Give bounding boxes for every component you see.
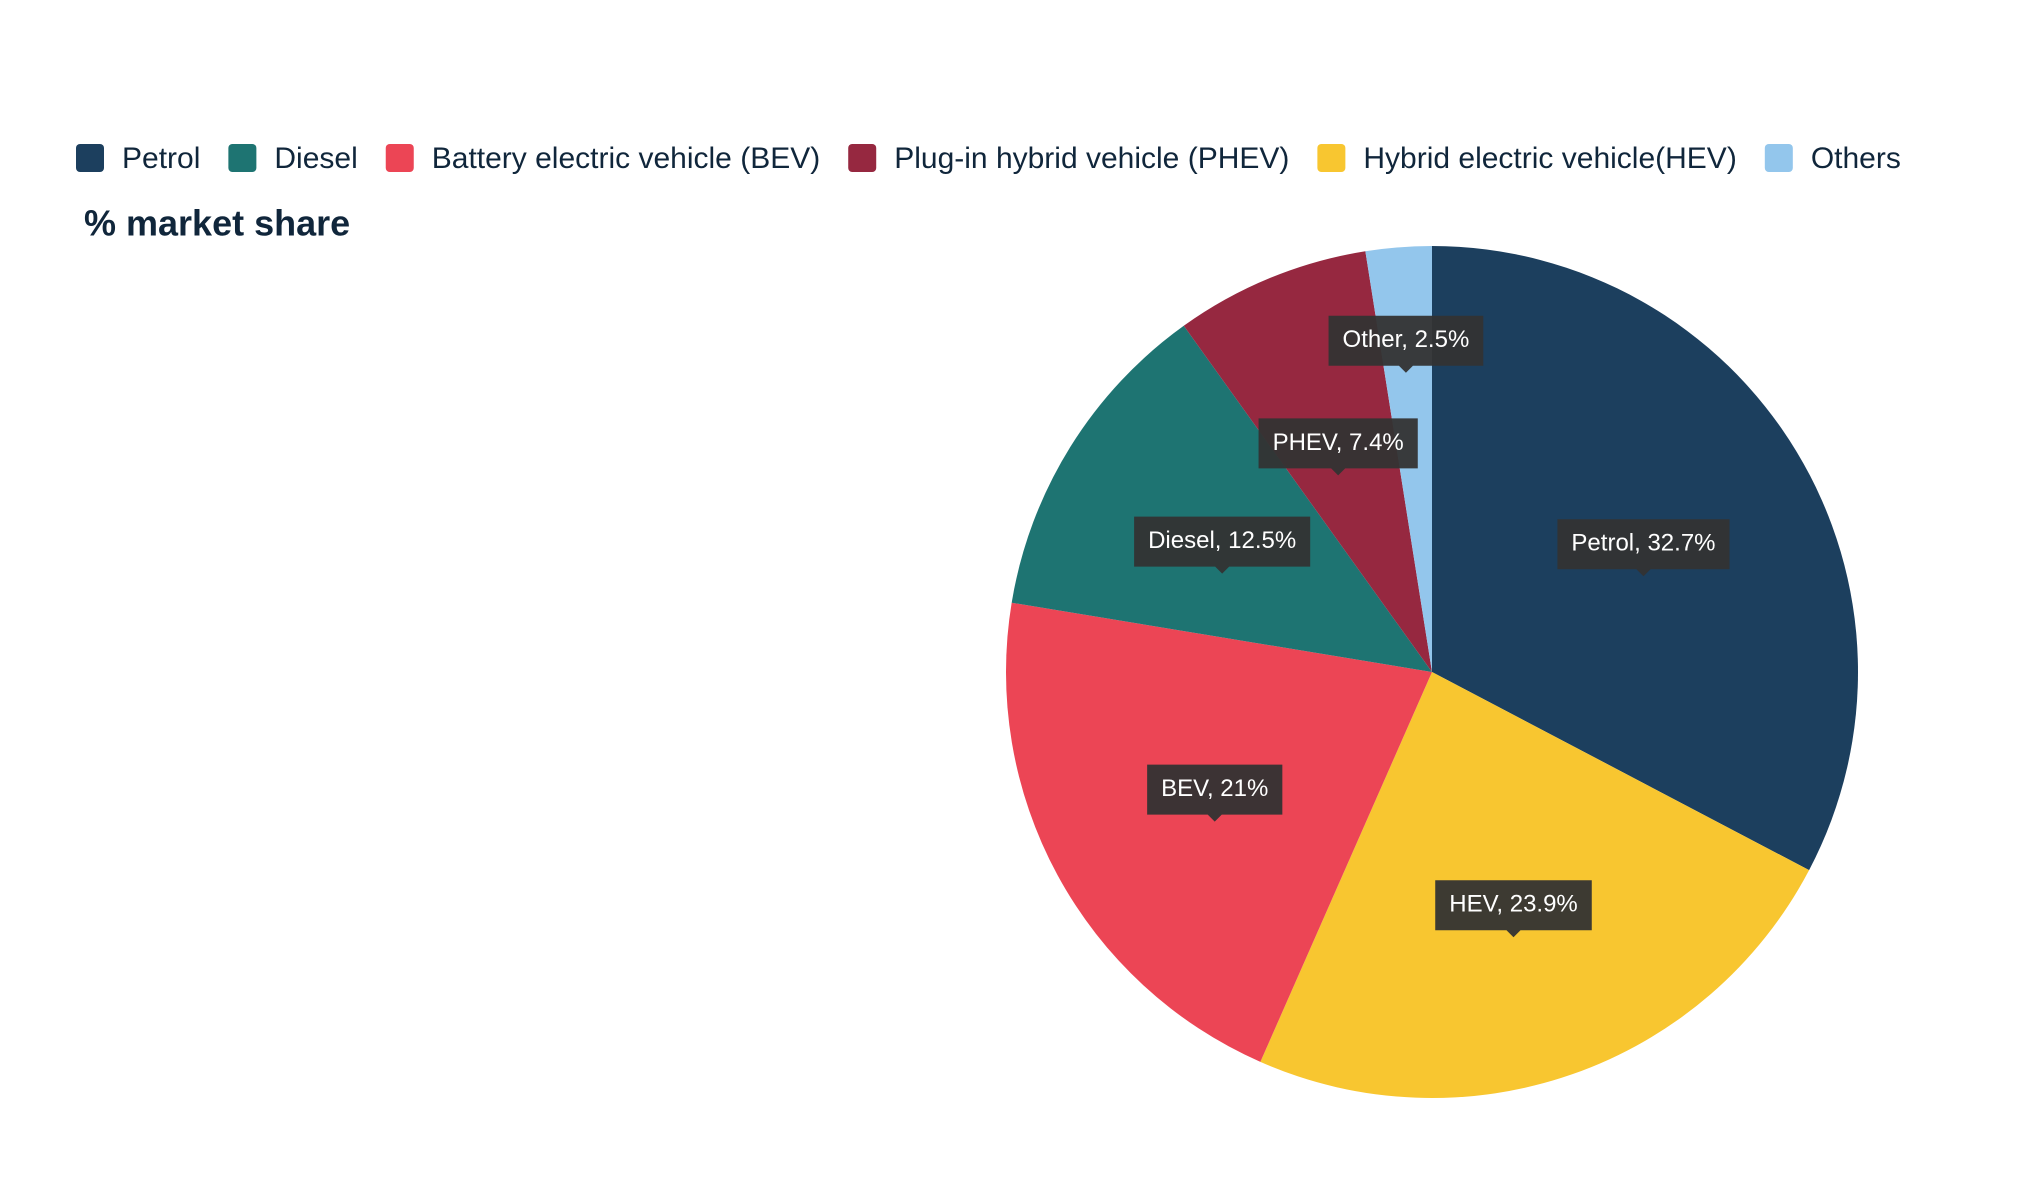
pie-slice [1011, 325, 1432, 672]
legend-label: Plug-in hybrid vehicle (PHEV) [894, 142, 1289, 175]
label-box [1258, 418, 1418, 476]
chart-title: % market share [84, 203, 350, 244]
label-box [1147, 764, 1283, 822]
pie-slice [1006, 602, 1432, 1062]
legend-swatch [1764, 144, 1793, 172]
data-label: PHEV, 7.4% [1273, 429, 1404, 456]
data-label: Petrol, 32.7% [1571, 530, 1715, 557]
data-label: BEV, 21% [1161, 775, 1268, 802]
label-box [1557, 519, 1730, 577]
label-box [1328, 315, 1484, 373]
legend-label: Battery electric vehicle (BEV) [432, 142, 820, 175]
label-box [1435, 880, 1592, 938]
legend-swatch [385, 144, 414, 172]
legend-swatch [76, 144, 104, 172]
legend-swatch [1317, 144, 1346, 172]
legend-swatch [848, 144, 877, 172]
legend-label: Diesel [274, 142, 357, 175]
legend-label: Hybrid electric vehicle(HEV) [1363, 142, 1736, 175]
data-label: Diesel, 12.5% [1148, 527, 1296, 554]
label-box [1134, 516, 1311, 574]
legend-label: Petrol [122, 142, 200, 175]
data-label: HEV, 23.9% [1449, 891, 1578, 918]
legend-swatch [228, 144, 257, 172]
legend-label: Others [1811, 142, 1901, 175]
data-label: Other, 2.5% [1343, 326, 1470, 353]
